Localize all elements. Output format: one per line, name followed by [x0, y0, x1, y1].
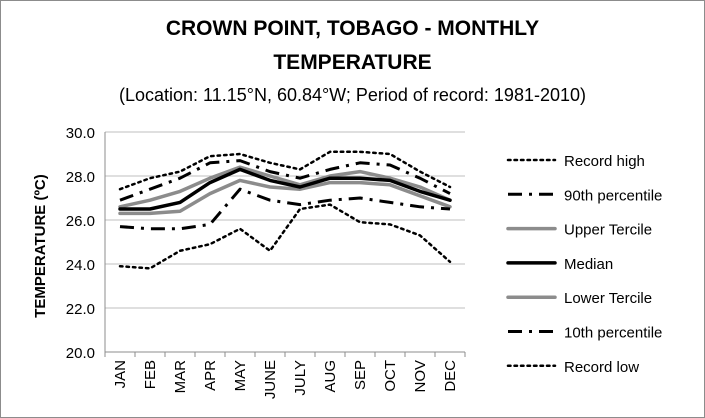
y-axis-title: TEMPERATURE (ºC): [32, 174, 49, 318]
x-tick-label: SEP: [352, 360, 369, 390]
chart-subtitle: (Location: 11.15°N, 60.84°W; Period of r…: [118, 85, 586, 105]
legend-label-record-low: Record low: [564, 359, 639, 376]
x-tick-label: NOV: [412, 360, 429, 393]
series-line-record-high: [118, 150, 452, 191]
chart-title-line-1: CROWN POINT, TOBAGO - MONTHLY: [165, 17, 540, 40]
legend-label-record-high: Record high: [564, 153, 645, 170]
series-line-upper-tercile: [118, 165, 452, 209]
series-line-median: [118, 167, 452, 211]
x-tick-label: DEC: [442, 360, 459, 392]
y-tick-label: 30.0: [66, 125, 95, 142]
x-tick-label: MAR: [172, 360, 189, 394]
x-tick-label: JAN: [112, 360, 129, 388]
legend-label-10th-percentile: 10th percentile: [564, 325, 662, 342]
y-tick-label: 26.0: [66, 213, 95, 230]
series-line-record-low: [118, 203, 452, 270]
series-line-lower-tercile: [118, 178, 452, 216]
series-line-90th-percentile: [119, 159, 451, 202]
x-tick-label: MAY: [232, 360, 249, 391]
y-tick-label: 20.0: [66, 345, 95, 362]
x-tick-label: APR: [202, 360, 219, 391]
y-tick-label: 28.0: [66, 169, 95, 186]
legend-label-lower-tercile: Lower Tercile: [564, 290, 652, 307]
legend-label-90th-percentile: 90th percentile: [564, 187, 662, 204]
chart-title-line-2: TEMPERATURE: [273, 51, 432, 74]
x-tick-label: FEB: [142, 360, 159, 389]
legend-label-median: Median: [564, 256, 613, 273]
x-tick-label: OCT: [382, 360, 399, 392]
y-tick-label: 22.0: [66, 301, 95, 318]
x-tick-label: JULY: [292, 360, 309, 396]
legend-label-upper-tercile: Upper Tercile: [564, 222, 652, 239]
x-tick-label: AUG: [322, 360, 339, 393]
x-tick-label: JUNE: [262, 360, 279, 399]
y-tick-label: 24.0: [66, 257, 95, 274]
